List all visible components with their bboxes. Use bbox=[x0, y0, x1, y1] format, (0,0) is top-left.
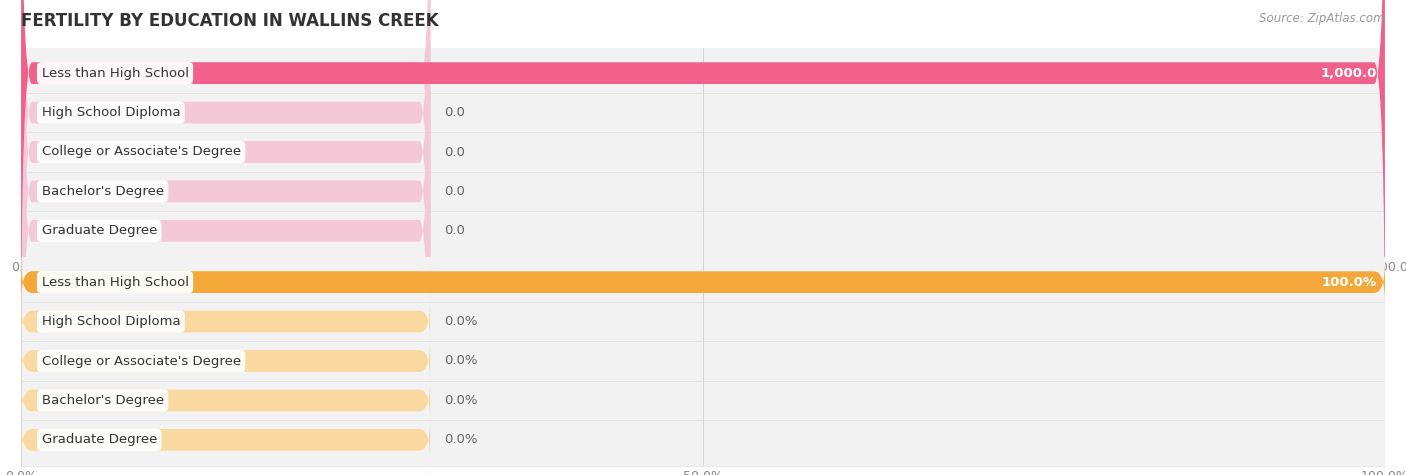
FancyBboxPatch shape bbox=[21, 301, 430, 342]
Text: 0.0%: 0.0% bbox=[444, 433, 478, 446]
FancyBboxPatch shape bbox=[21, 0, 430, 475]
Text: 0.0: 0.0 bbox=[444, 106, 465, 119]
Text: 0.0%: 0.0% bbox=[444, 354, 478, 368]
Text: 0.0: 0.0 bbox=[444, 185, 465, 198]
Text: 0.0: 0.0 bbox=[444, 224, 465, 238]
Text: Bachelor's Degree: Bachelor's Degree bbox=[42, 394, 163, 407]
Text: 0.0%: 0.0% bbox=[444, 315, 478, 328]
Text: Graduate Degree: Graduate Degree bbox=[42, 433, 157, 446]
Text: 1,000.0: 1,000.0 bbox=[1320, 66, 1376, 80]
Text: College or Associate's Degree: College or Associate's Degree bbox=[42, 145, 240, 159]
Text: Less than High School: Less than High School bbox=[42, 276, 188, 289]
Text: 0.0%: 0.0% bbox=[444, 394, 478, 407]
Text: Bachelor's Degree: Bachelor's Degree bbox=[42, 185, 163, 198]
Text: High School Diploma: High School Diploma bbox=[42, 315, 180, 328]
Text: High School Diploma: High School Diploma bbox=[42, 106, 180, 119]
Text: Less than High School: Less than High School bbox=[42, 66, 188, 80]
FancyBboxPatch shape bbox=[21, 0, 430, 475]
FancyBboxPatch shape bbox=[21, 261, 430, 303]
FancyBboxPatch shape bbox=[21, 419, 430, 461]
FancyBboxPatch shape bbox=[21, 0, 430, 417]
Text: 100.0%: 100.0% bbox=[1322, 276, 1376, 289]
FancyBboxPatch shape bbox=[21, 0, 1385, 378]
Text: College or Associate's Degree: College or Associate's Degree bbox=[42, 354, 240, 368]
FancyBboxPatch shape bbox=[21, 0, 430, 456]
Text: FERTILITY BY EDUCATION IN WALLINS CREEK: FERTILITY BY EDUCATION IN WALLINS CREEK bbox=[21, 12, 439, 30]
FancyBboxPatch shape bbox=[21, 380, 430, 421]
FancyBboxPatch shape bbox=[21, 0, 430, 378]
FancyBboxPatch shape bbox=[21, 340, 430, 382]
Text: Graduate Degree: Graduate Degree bbox=[42, 224, 157, 238]
FancyBboxPatch shape bbox=[21, 261, 1385, 303]
Text: Source: ZipAtlas.com: Source: ZipAtlas.com bbox=[1260, 12, 1385, 25]
Text: 0.0: 0.0 bbox=[444, 145, 465, 159]
